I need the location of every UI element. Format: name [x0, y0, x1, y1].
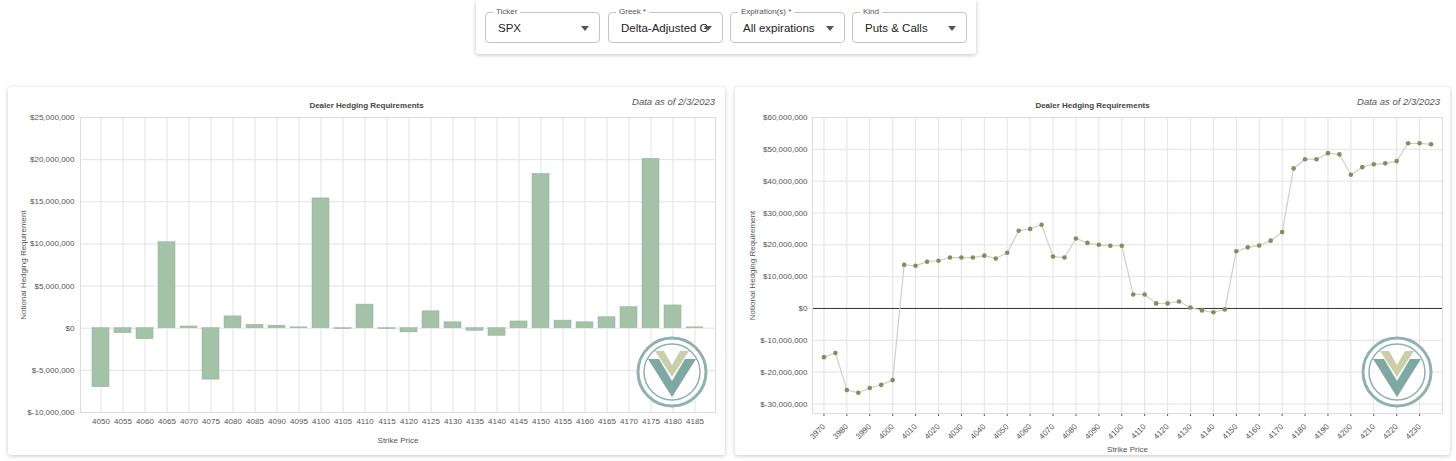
svg-text:4120: 4120 [400, 417, 418, 426]
svg-text:4095: 4095 [290, 417, 308, 426]
svg-text:Strike Price: Strike Price [1107, 445, 1148, 454]
svg-text:4130: 4130 [444, 417, 462, 426]
svg-text:4110: 4110 [356, 417, 374, 426]
svg-text:4055: 4055 [114, 417, 132, 426]
svg-text:4120: 4120 [1152, 422, 1171, 441]
svg-text:Strike Price: Strike Price [378, 436, 419, 445]
html-text:Greek *: Greek * [619, 7, 647, 16]
html-text:SPX: SPX [498, 22, 521, 34]
svg-text:$40,000,000: $40,000,000 [763, 177, 808, 186]
svg-text:3970: 3970 [808, 422, 827, 441]
svg-text:4165: 4165 [598, 417, 616, 426]
svg-text:$25,000,000: $25,000,000 [30, 113, 75, 122]
svg-text:4190: 4190 [1312, 422, 1331, 441]
svg-text:4060: 4060 [136, 417, 154, 426]
svg-text:4170: 4170 [1266, 422, 1285, 441]
svg-text:4180: 4180 [664, 417, 682, 426]
svg-text:4115: 4115 [378, 417, 396, 426]
svg-text:$20,000,000: $20,000,000 [763, 240, 808, 249]
svg-text:4080: 4080 [224, 417, 242, 426]
svg-text:4100: 4100 [312, 417, 330, 426]
svg-text:$0: $0 [66, 324, 75, 333]
svg-text:4020: 4020 [923, 422, 942, 441]
svg-text:4230: 4230 [1404, 422, 1423, 441]
svg-text:4090: 4090 [268, 417, 286, 426]
svg-text:4010: 4010 [900, 422, 919, 441]
svg-text:4040: 4040 [969, 422, 988, 441]
svg-text:4125: 4125 [422, 417, 440, 426]
svg-text:$5,000,000: $5,000,000 [34, 282, 75, 291]
html-text:Dealer Hedging Requirements: Dealer Hedging Requirements [1035, 101, 1150, 110]
svg-text:4150: 4150 [1221, 422, 1240, 441]
svg-text:$-10,000,000: $-10,000,000 [27, 408, 75, 417]
svg-text:$60,000,000: $60,000,000 [763, 113, 808, 122]
svg-text:$10,000,000: $10,000,000 [30, 239, 75, 248]
svg-text:4140: 4140 [488, 417, 506, 426]
svg-text:4000: 4000 [877, 422, 896, 441]
html-text:Expiration(s) *: Expiration(s) * [741, 7, 792, 16]
svg-text:$30,000,000: $30,000,000 [763, 209, 808, 218]
svg-text:$-30,000,000: $-30,000,000 [760, 400, 808, 409]
svg-text:4155: 4155 [554, 417, 572, 426]
svg-text:$20,000,000: $20,000,000 [30, 155, 75, 164]
svg-text:4030: 4030 [946, 422, 965, 441]
html-text:Ticker: Ticker [496, 7, 518, 16]
svg-text:4180: 4180 [1289, 422, 1308, 441]
svg-text:4210: 4210 [1358, 422, 1377, 441]
svg-text:4140: 4140 [1198, 422, 1217, 441]
svg-text:4200: 4200 [1335, 422, 1354, 441]
html-text:Puts & Calls: Puts & Calls [865, 22, 928, 34]
svg-text:4135: 4135 [466, 417, 484, 426]
svg-text:4160: 4160 [1244, 422, 1263, 441]
svg-text:4185: 4185 [686, 417, 704, 426]
svg-text:Notional Hedging Requirement: Notional Hedging Requirement [748, 210, 757, 320]
svg-text:$15,000,000: $15,000,000 [30, 197, 75, 206]
svg-text:$10,000,000: $10,000,000 [763, 272, 808, 281]
svg-text:$-5,000,000: $-5,000,000 [32, 366, 75, 375]
svg-text:4220: 4220 [1381, 422, 1400, 441]
svg-text:4090: 4090 [1083, 422, 1102, 441]
svg-text:4050: 4050 [992, 422, 1011, 441]
svg-text:4080: 4080 [1060, 422, 1079, 441]
svg-text:$-20,000,000: $-20,000,000 [760, 368, 808, 377]
svg-text:4065: 4065 [158, 417, 176, 426]
svg-text:4105: 4105 [334, 417, 352, 426]
svg-text:4130: 4130 [1175, 422, 1194, 441]
svg-text:$50,000,000: $50,000,000 [763, 145, 808, 154]
svg-text:4075: 4075 [202, 417, 220, 426]
svg-text:4070: 4070 [1037, 422, 1056, 441]
svg-text:4110: 4110 [1129, 422, 1148, 441]
html-text:Dealer Hedging Requirements: Dealer Hedging Requirements [309, 101, 424, 110]
html-text:Data as of 2/3/2023: Data as of 2/3/2023 [632, 96, 715, 107]
svg-text:Notional Hedging Requirement: Notional Hedging Requirement [19, 210, 28, 320]
svg-text:$-10,000,000: $-10,000,000 [760, 336, 808, 345]
html-text:Kind: Kind [863, 7, 879, 16]
svg-text:4145: 4145 [510, 417, 528, 426]
svg-text:4050: 4050 [92, 417, 110, 426]
svg-text:4150: 4150 [532, 417, 550, 426]
svg-text:3990: 3990 [854, 422, 873, 441]
svg-text:3980: 3980 [831, 422, 850, 441]
html-text:Data as of 2/3/2023: Data as of 2/3/2023 [1357, 96, 1440, 107]
svg-text:4060: 4060 [1014, 422, 1033, 441]
svg-text:4070: 4070 [180, 417, 198, 426]
svg-text:4175: 4175 [642, 417, 660, 426]
svg-text:4100: 4100 [1106, 422, 1125, 441]
svg-text:4170: 4170 [620, 417, 638, 426]
html-text:All expirations: All expirations [743, 22, 815, 34]
svg-text:$0: $0 [799, 304, 808, 313]
svg-text:4085: 4085 [246, 417, 264, 426]
svg-text:4160: 4160 [576, 417, 594, 426]
